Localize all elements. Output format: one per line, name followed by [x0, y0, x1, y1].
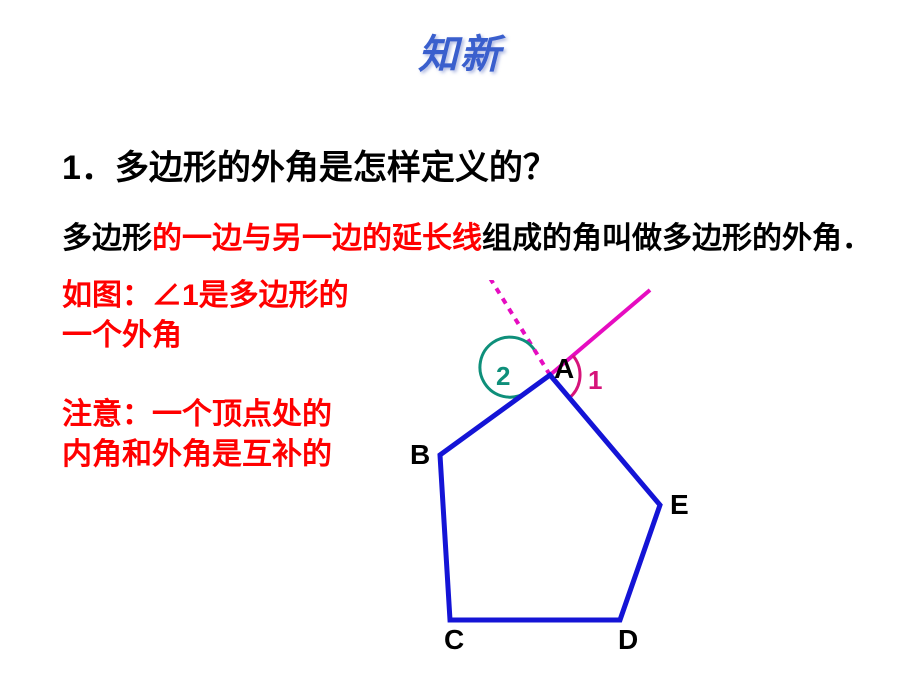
vertex-label-c: C: [444, 624, 464, 656]
pentagon-diagram: A B C D E 1 2: [320, 280, 780, 680]
note-line1: 注意：一个顶点处的: [62, 398, 332, 431]
question-heading: 1．多边形的外角是怎样定义的？: [62, 140, 920, 189]
def-part2: 的一边与另一边的延长线: [152, 222, 482, 255]
pentagon-shape: [440, 375, 660, 620]
dotted-extension-line: [485, 280, 550, 375]
vertex-label-a: A: [554, 353, 574, 385]
vertex-label-b: B: [410, 439, 430, 471]
vertex-label-d: D: [618, 624, 638, 656]
example-line1: 如图：∠1是多边形的: [62, 279, 349, 312]
def-part3: 组成的角叫做多边形的外角．: [482, 222, 872, 255]
example-line2: 一个外角: [62, 319, 182, 352]
page-title: 知新: [0, 0, 920, 80]
diagram-svg: [320, 280, 780, 680]
angle-label-1: 1: [588, 365, 602, 396]
definition-text: 多边形的一边与另一边的延长线组成的角叫做多边形的外角．: [62, 219, 920, 260]
def-part1: 多边形: [62, 222, 152, 255]
vertex-label-e: E: [670, 489, 689, 521]
note-line2: 内角和外角是互补的: [62, 438, 332, 471]
angle-label-2: 2: [496, 361, 510, 392]
